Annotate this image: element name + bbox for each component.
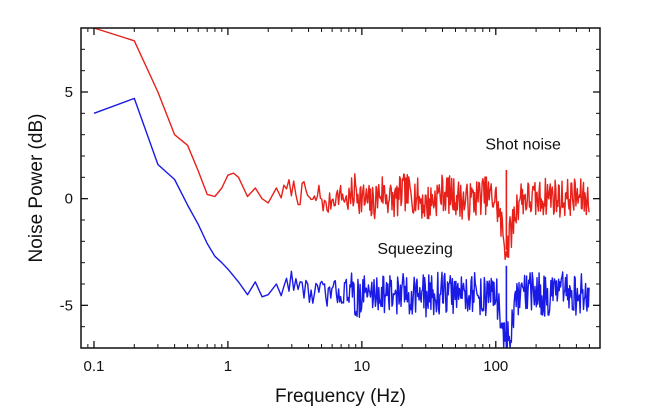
y-tick-label: 5 bbox=[65, 84, 73, 101]
x-axis-ticks: 0.1 1 10 100 bbox=[84, 28, 590, 375]
y-tick-label: 0 bbox=[65, 191, 73, 208]
series-label-0: Shot noise bbox=[485, 137, 561, 154]
series-layer bbox=[93, 27, 590, 349]
series-labels: Shot noise Squeezing bbox=[377, 137, 561, 259]
x-tick-label: 0.1 bbox=[84, 358, 105, 375]
x-axis-title: Frequency (Hz) bbox=[275, 386, 406, 407]
plot-frame bbox=[80, 27, 601, 349]
y-axis-title: Noise Power (dB) bbox=[26, 114, 47, 263]
y-axis-ticks: -5 0 5 bbox=[60, 27, 600, 349]
x-tick-label: 1 bbox=[224, 358, 232, 375]
series-label-1: Squeezing bbox=[377, 241, 453, 258]
x-tick-label: 100 bbox=[483, 358, 508, 375]
series-line-0 bbox=[93, 27, 590, 260]
x-tick-label: 10 bbox=[354, 358, 371, 375]
y-tick-label: -5 bbox=[60, 297, 73, 314]
series-line-1 bbox=[93, 97, 590, 349]
